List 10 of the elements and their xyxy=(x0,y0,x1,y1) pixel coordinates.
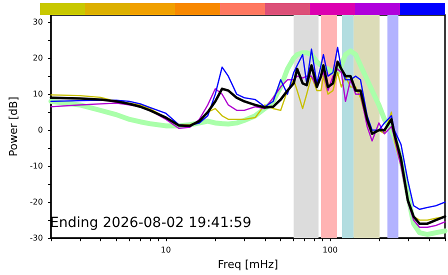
y-tick-label: -20 xyxy=(30,198,43,207)
y-tick-label: 10 xyxy=(32,90,43,99)
x-tick-label: 100 xyxy=(322,246,338,255)
y-axis-title: Power [dB] xyxy=(7,96,20,156)
y-tick-label: -30 xyxy=(30,234,43,243)
y-tick-label: 20 xyxy=(32,54,43,63)
x-axis-title: Freq [mHz] xyxy=(218,258,278,271)
y-tick-label: 0 xyxy=(38,126,43,135)
y-tick-label: -10 xyxy=(30,162,43,171)
y-tick-label: 30 xyxy=(32,18,43,27)
